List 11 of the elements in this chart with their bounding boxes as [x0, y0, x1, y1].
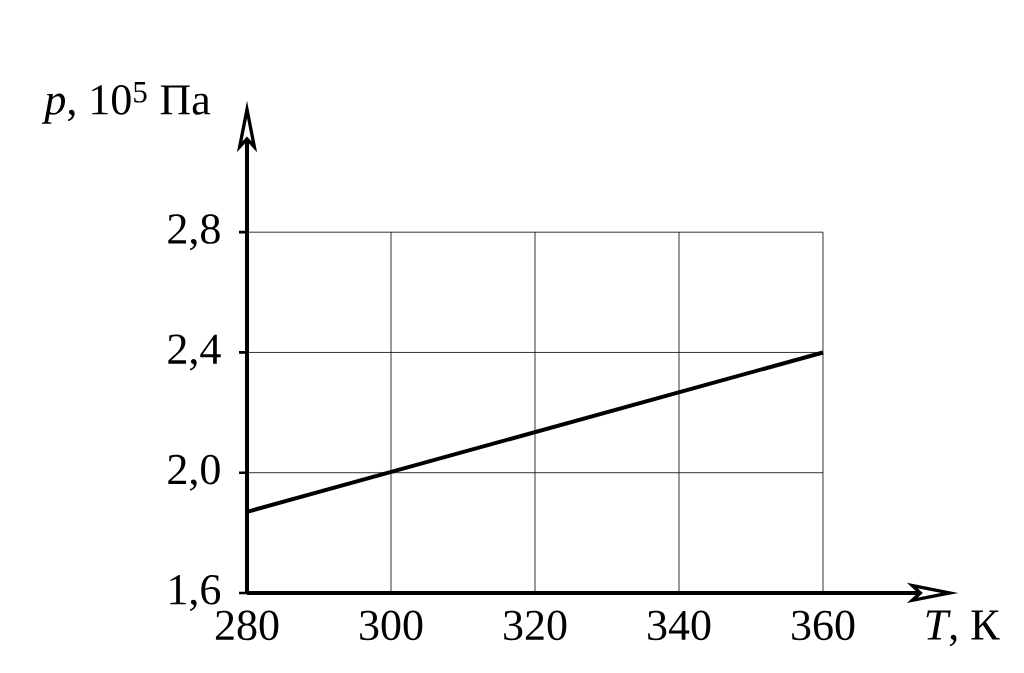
x-tick-label: 340	[648, 610, 711, 641]
x-tick-label: 300	[360, 610, 423, 641]
x-axis-title: T, К	[926, 610, 1000, 647]
x-tick-label: 320	[504, 610, 567, 641]
y-tick-label: 2,8	[168, 214, 220, 251]
y-tick-label: 2,0	[168, 454, 220, 491]
y-tick-label: 2,4	[168, 334, 221, 371]
y-tick-label: 1,6	[170, 575, 221, 611]
y-axis-title: p, 10$^{5}$ Па	[41, 82, 211, 124]
x-tick-label: 360	[792, 610, 855, 641]
x-tick-label: 280	[215, 610, 279, 641]
